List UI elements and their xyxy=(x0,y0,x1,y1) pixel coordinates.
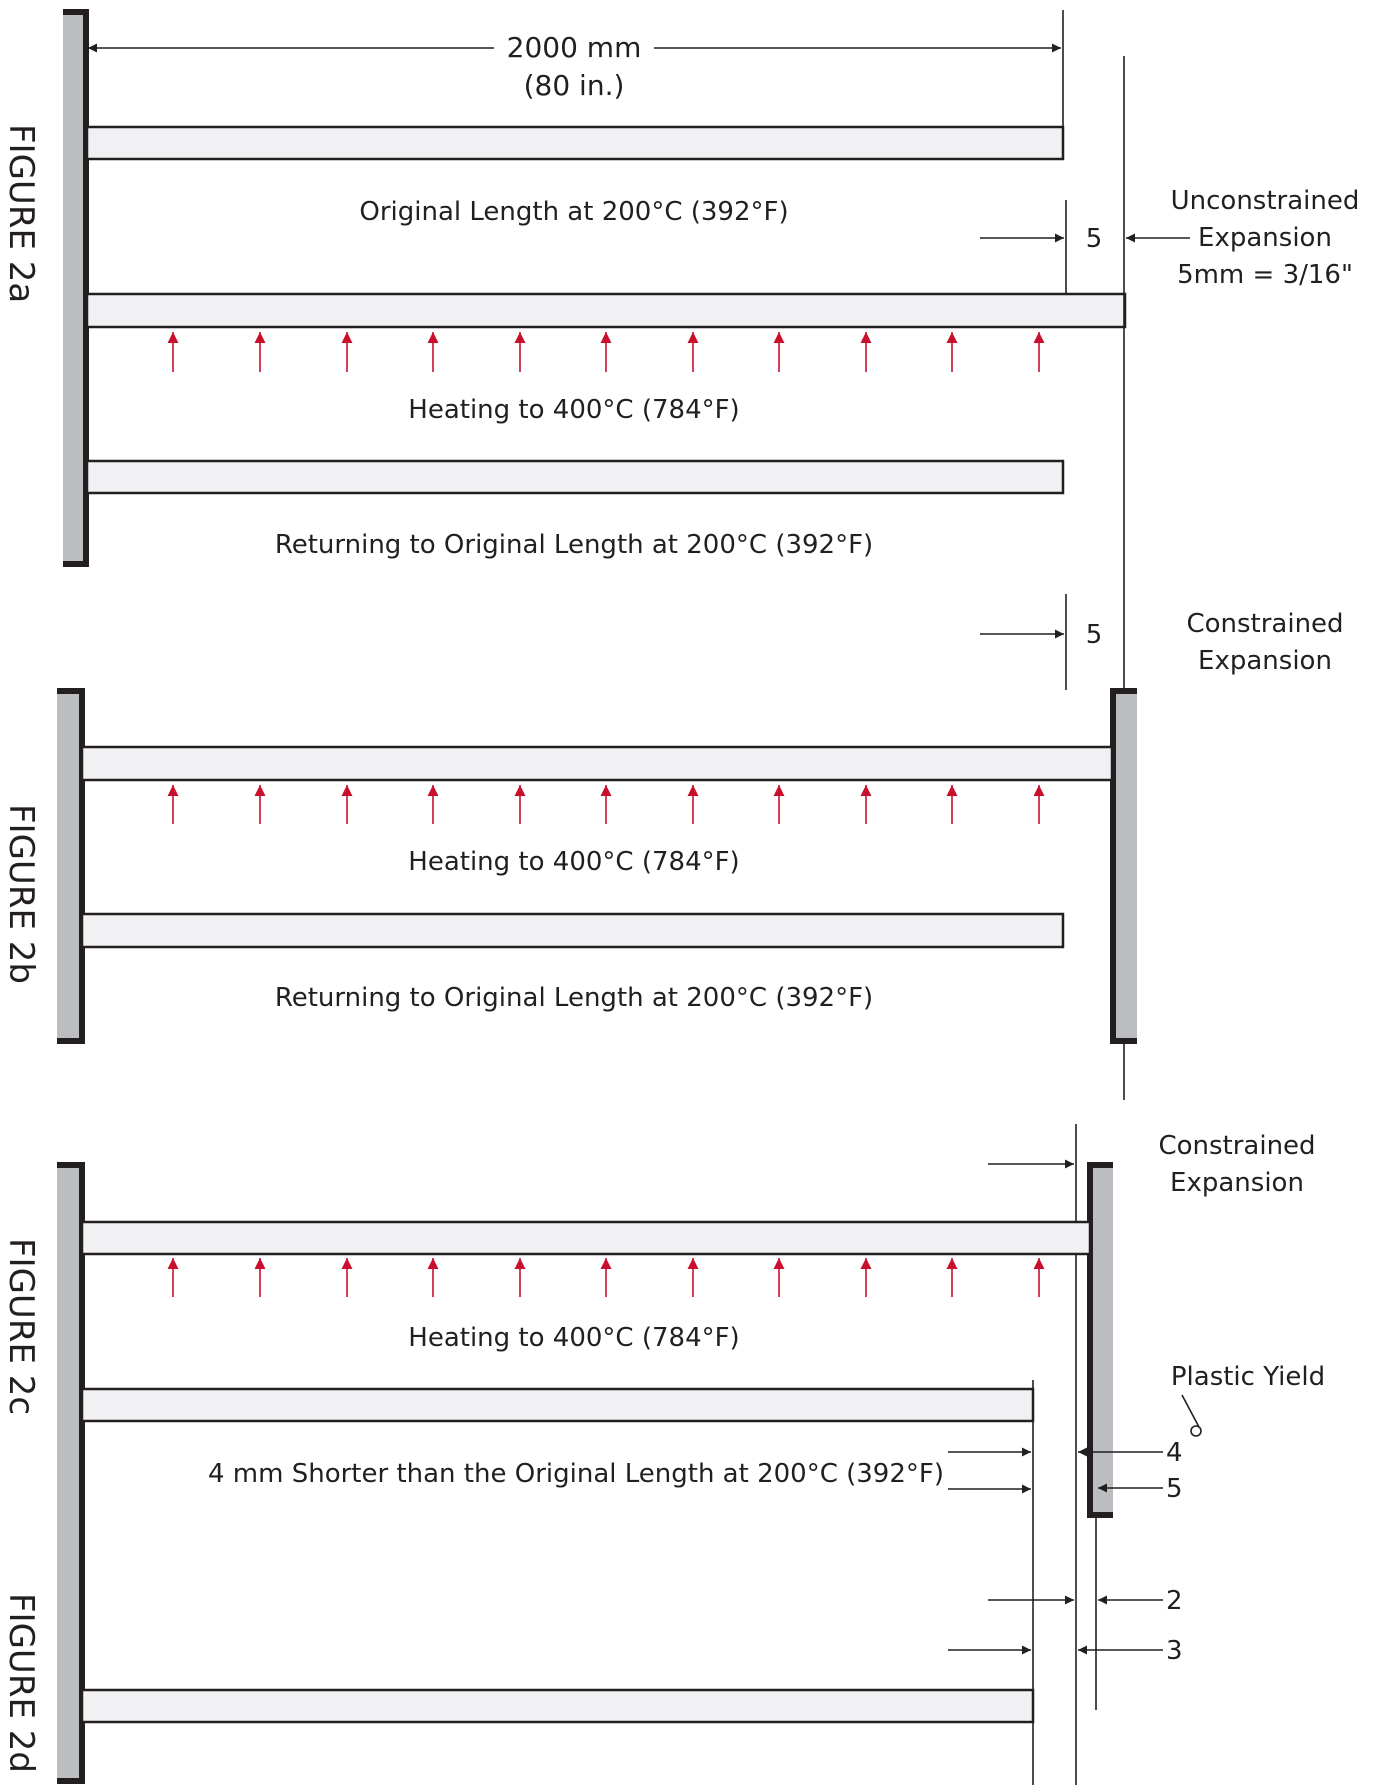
label-3: 3 xyxy=(1166,1636,1183,1666)
expansion-value-2a: 5 xyxy=(1086,224,1103,254)
unconstrained-label-3: 5mm = 3/16" xyxy=(1177,260,1353,290)
right-wall-2c-edge xyxy=(1087,1162,1113,1518)
bar-cooled-2c xyxy=(80,1387,1035,1423)
label-2: 2 xyxy=(1166,1586,1183,1616)
heating-label-2c: Heating to 400°C (784°F) xyxy=(408,1323,739,1353)
dimension-main-label: 2000 mm xyxy=(507,31,642,64)
heat-arrows-2c xyxy=(167,1258,1045,1297)
figure-2d-label: FIGURE 2d xyxy=(1,1593,41,1773)
heat-arrows-2a xyxy=(167,332,1045,372)
right-wall-2b-edge xyxy=(1110,688,1137,1044)
constrained-label-2c-1: Constrained xyxy=(1158,1131,1315,1161)
bar-final-2d xyxy=(80,1688,1035,1724)
figure-2a-label: FIGURE 2a xyxy=(1,124,41,303)
left-wall-2b-edge xyxy=(57,688,85,1044)
left-wall-2c-edge xyxy=(57,1162,85,1784)
expansion-value-2b: 5 xyxy=(1086,620,1103,650)
plastic-yield-dot xyxy=(1190,1425,1202,1437)
label-4: 4 xyxy=(1166,1438,1183,1468)
bar-heated-2b xyxy=(80,745,1114,782)
returning-label-2a: Returning to Original Length at 200°C (3… xyxy=(275,530,873,560)
heating-label-2a: Heating to 400°C (784°F) xyxy=(408,395,739,425)
figure-2c-label: FIGURE 2c xyxy=(1,1238,41,1415)
dimension-inch-label: (80 in.) xyxy=(524,69,625,102)
unconstrained-label-1: Unconstrained xyxy=(1171,186,1360,216)
plastic-yield-label: Plastic Yield xyxy=(1171,1362,1325,1392)
left-wall-2b xyxy=(57,691,82,1041)
figure-2a: FIGURE 2a 2000 mm (80 in.) Original Leng… xyxy=(1,9,1360,567)
returning-label-2b: Returning to Original Length at 200°C (3… xyxy=(275,983,873,1013)
figure-2b: FIGURE 2b 5 Constrained Expansion Heatin… xyxy=(1,594,1344,1044)
right-wall-2b xyxy=(1113,691,1137,1041)
heating-label-2b: Heating to 400°C (784°F) xyxy=(408,847,739,877)
bar-returned-2a xyxy=(85,459,1065,495)
bar-returned-2b xyxy=(80,912,1065,949)
constrained-label-2b-2: Expansion xyxy=(1198,646,1332,676)
plastic-yield-leader xyxy=(1181,1394,1200,1428)
constrained-label-2b-1: Constrained xyxy=(1186,609,1343,639)
constrained-label-2c-2: Expansion xyxy=(1170,1168,1304,1198)
left-wall-2a xyxy=(63,12,86,564)
left-wall-2c xyxy=(57,1165,82,1781)
label-5: 5 xyxy=(1166,1474,1183,1504)
bar-expanded-2a xyxy=(85,292,1127,329)
unconstrained-label-2: Expansion xyxy=(1198,223,1332,253)
left-wall-2a-edge xyxy=(63,9,89,567)
bar-heated-2c xyxy=(80,1220,1092,1256)
figure-2c-2d: FIGURE 2c FIGURE 2d Constrained Expansio… xyxy=(1,1124,1325,1785)
heat-arrows-2b xyxy=(167,785,1045,824)
figure-2b-label: FIGURE 2b xyxy=(1,804,41,984)
original-length-label: Original Length at 200°C (392°F) xyxy=(359,197,788,227)
shorter-label: 4 mm Shorter than the Original Length at… xyxy=(208,1459,944,1489)
right-wall-2c xyxy=(1090,1165,1113,1515)
bar-original-2a xyxy=(85,125,1065,161)
